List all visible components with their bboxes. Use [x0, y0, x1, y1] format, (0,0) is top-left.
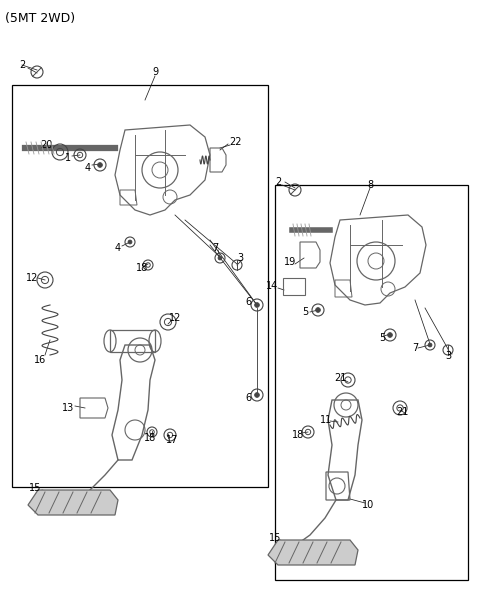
- Circle shape: [128, 240, 132, 244]
- Text: 3: 3: [237, 253, 243, 263]
- Text: 18: 18: [292, 430, 304, 440]
- Text: 12: 12: [169, 313, 181, 323]
- Text: 3: 3: [445, 351, 451, 361]
- Circle shape: [254, 393, 259, 398]
- Polygon shape: [268, 540, 358, 565]
- Text: 9: 9: [152, 67, 158, 77]
- Bar: [12, 85, 268, 487]
- Text: 21: 21: [396, 407, 408, 417]
- Text: 21: 21: [334, 373, 346, 383]
- Text: 16: 16: [34, 355, 46, 365]
- Polygon shape: [28, 490, 118, 515]
- Bar: [110, 330, 155, 352]
- Text: 7: 7: [212, 243, 218, 253]
- Text: 19: 19: [284, 257, 296, 267]
- Text: 10: 10: [362, 500, 374, 510]
- Text: 15: 15: [29, 483, 41, 493]
- Text: 20: 20: [40, 140, 52, 150]
- Circle shape: [218, 256, 222, 260]
- Text: 14: 14: [266, 281, 278, 291]
- Text: 11: 11: [320, 415, 332, 425]
- Text: 7: 7: [412, 343, 418, 353]
- Text: 13: 13: [62, 403, 74, 413]
- Circle shape: [316, 308, 321, 313]
- Text: 5: 5: [302, 307, 308, 317]
- Text: 4: 4: [85, 163, 91, 173]
- Text: 12: 12: [26, 273, 38, 283]
- Text: 6: 6: [245, 297, 251, 307]
- Text: 4: 4: [115, 243, 121, 253]
- Text: 6: 6: [245, 393, 251, 403]
- Text: 5: 5: [379, 333, 385, 343]
- Circle shape: [254, 302, 259, 307]
- Circle shape: [428, 343, 432, 347]
- Bar: [275, 185, 468, 580]
- Text: 17: 17: [166, 435, 178, 445]
- Circle shape: [97, 162, 102, 167]
- Circle shape: [388, 333, 392, 338]
- Text: (5MT 2WD): (5MT 2WD): [5, 12, 75, 25]
- Text: 1: 1: [65, 153, 71, 163]
- Text: 8: 8: [367, 180, 373, 190]
- Text: 18: 18: [144, 433, 156, 443]
- Text: 15: 15: [269, 533, 281, 543]
- Text: 18: 18: [136, 263, 148, 273]
- Text: 22: 22: [229, 137, 241, 147]
- Text: 2: 2: [19, 60, 25, 70]
- Text: 2: 2: [275, 177, 281, 187]
